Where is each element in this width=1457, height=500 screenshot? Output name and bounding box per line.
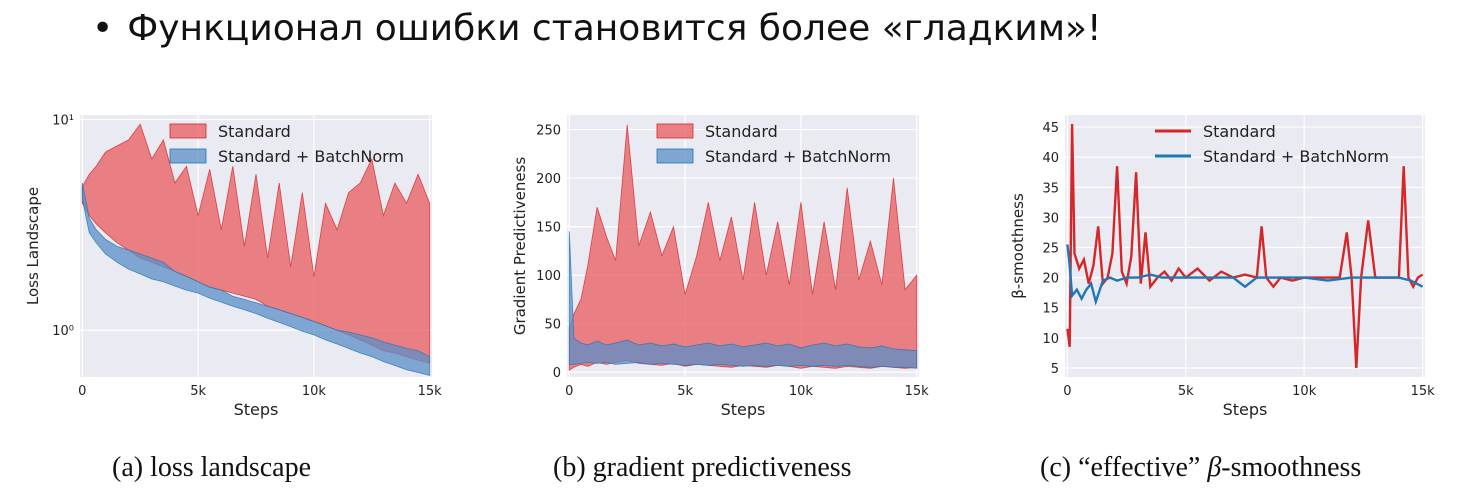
- x-tick-label: 10k: [789, 384, 814, 399]
- series-band-batchnorm: [568, 231, 918, 369]
- slide-headline: • Функционал ошибки становится более «гла…: [92, 8, 1101, 49]
- y-axis-label: β-smoothness: [1009, 193, 1027, 299]
- y-tick-label: 250: [536, 124, 561, 139]
- legend-label: Standard: [218, 122, 291, 141]
- y-tick-label: 10¹: [52, 113, 74, 128]
- x-axis-label: Steps: [721, 400, 766, 419]
- y-axis-label: Loss Landscape: [24, 187, 42, 305]
- y-tick-label: 150: [536, 221, 561, 236]
- x-tick-label: 0: [565, 384, 573, 399]
- chart-c: 0 5k 10k 15k 5 10 15 20 25 30 35 40 45 Steps β-smoothn…: [1009, 115, 1436, 419]
- caption-c: (c) “effective” β-smoothness: [1040, 452, 1361, 484]
- series-line-batchnorm: [1066, 244, 1424, 306]
- legend-label: Standard: [705, 122, 778, 141]
- caption-a: (a) loss landscape: [112, 452, 312, 483]
- y-tick-label: 5: [1051, 362, 1059, 377]
- series-group: [568, 124, 918, 371]
- y-tick-label: 30: [1042, 211, 1059, 226]
- y-tick-label: 40: [1042, 151, 1059, 166]
- x-tick-label: 10k: [302, 384, 327, 399]
- caption-b: (b) gradient predictiveness: [553, 452, 852, 483]
- legend-label: Standard + BatchNorm: [1203, 147, 1389, 166]
- x-tick-label: 10k: [1292, 384, 1317, 399]
- y-tick-label: 100: [536, 269, 561, 284]
- y-tick-label: 10: [1042, 332, 1059, 347]
- x-tick-label: 5k: [190, 384, 206, 399]
- headline-text: Функционал ошибки становится более «глад…: [127, 8, 1102, 49]
- chart-b: 0 5k 10k 15k 0 50 100 150 200 250 Steps Gradient Pr…: [511, 115, 930, 419]
- legend-label: Standard + BatchNorm: [705, 147, 891, 166]
- series-line-standard: [1066, 123, 1424, 369]
- y-tick-label: 15: [1042, 302, 1059, 317]
- y-tick-label: 200: [536, 172, 561, 187]
- y-tick-label: 0: [553, 366, 561, 381]
- series-group: [1066, 123, 1424, 369]
- series-group: [81, 123, 431, 377]
- y-tick-label: 20: [1042, 272, 1059, 287]
- x-tick-label: 0: [78, 384, 86, 399]
- y-tick-label: 50: [544, 318, 561, 333]
- y-axis-label: Gradient Predictiveness: [511, 157, 529, 336]
- bullet-glyph: •: [92, 8, 114, 49]
- legend-label: Standard + BatchNorm: [218, 147, 404, 166]
- y-tick-label: 25: [1042, 242, 1059, 257]
- x-tick-label: 5k: [1178, 384, 1194, 399]
- legend-swatch: [169, 148, 207, 164]
- legend-swatch: [656, 148, 694, 164]
- caption-c-symbol: β: [1207, 452, 1222, 483]
- caption-c-suffix: -smoothness: [1221, 452, 1362, 483]
- caption-c-prefix: (c) “effective”: [1040, 452, 1208, 483]
- legend-swatch: [656, 123, 694, 139]
- x-axis-label: Steps: [1223, 400, 1268, 419]
- legend-swatch: [169, 123, 207, 139]
- x-tick-label: 15k: [418, 384, 443, 399]
- chart-a: 0 5k 10k 15k 10⁰ 10¹ Steps Loss Landscape Standa…: [24, 113, 443, 419]
- x-tick-label: 0: [1063, 384, 1071, 399]
- series-band-batchnorm: [81, 182, 431, 377]
- x-tick-label: 5k: [677, 384, 693, 399]
- legend-label: Standard: [1203, 122, 1276, 141]
- y-tick-label: 10⁰: [52, 324, 74, 339]
- y-tick-label: 35: [1042, 181, 1059, 196]
- x-tick-label: 15k: [1411, 384, 1436, 399]
- y-tick-label: 45: [1042, 121, 1059, 136]
- x-tick-label: 15k: [905, 384, 930, 399]
- x-axis-label: Steps: [234, 400, 279, 419]
